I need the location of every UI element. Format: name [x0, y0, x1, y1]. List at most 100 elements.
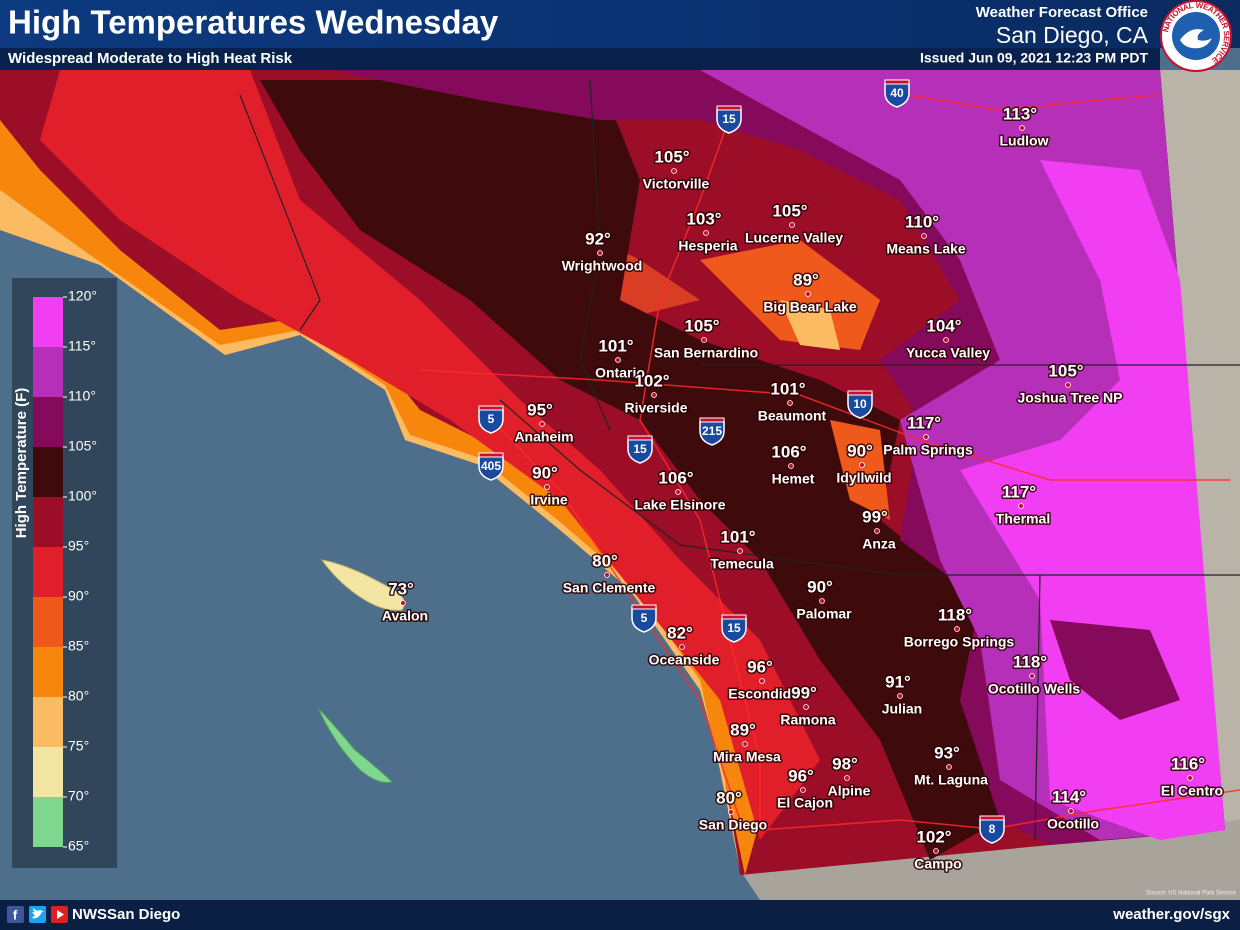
office-label: Weather Forecast Office — [976, 4, 1148, 21]
city-dot — [859, 462, 865, 468]
city-temp: 80° — [716, 788, 742, 807]
city-name: Palomar — [796, 606, 852, 622]
city-name: Palm Springs — [883, 442, 973, 458]
city-name: Avalon — [382, 608, 428, 624]
city-dot — [651, 392, 657, 398]
shield-number: 405 — [481, 459, 501, 473]
city-temp: 117° — [1002, 482, 1036, 501]
city-temp: 89° — [730, 720, 756, 739]
city: 116° El Centro — [1159, 753, 1224, 800]
city-name: Ludlow — [1000, 133, 1049, 149]
issued: Issued Jun 09, 2021 12:23 PM PDT — [920, 50, 1148, 66]
shield-body — [847, 393, 873, 419]
nws-logo: NATIONAL WEATHER SERVICE — [1160, 0, 1232, 72]
road — [896, 92, 1161, 111]
mountain-zone — [780, 300, 840, 350]
city-dot — [1019, 125, 1025, 131]
shield-top — [627, 435, 653, 441]
city: 105° Lucerne Valley — [743, 200, 844, 247]
city-name: Hemet — [772, 471, 815, 487]
city-dot — [1029, 673, 1035, 679]
city-name: Ocotillo — [1047, 816, 1099, 832]
shield-body — [716, 108, 742, 134]
city-dot — [897, 693, 903, 699]
city-dot — [597, 250, 603, 256]
city: 103° Hesperia — [677, 208, 739, 255]
legend-tick-label: 90° — [68, 588, 89, 604]
city: 99° Anza — [861, 506, 898, 553]
footer-url[interactable]: weather.gov/sgx — [1112, 906, 1230, 923]
twitter-glyph — [32, 908, 44, 919]
city-name: Borrego Springs — [904, 634, 1015, 650]
city-temp: 90° — [532, 463, 558, 482]
city-name: Ontario — [595, 365, 645, 381]
logo-bird — [1180, 29, 1212, 49]
city-temp: 116° — [1171, 754, 1205, 773]
legend-band — [33, 647, 63, 697]
city: 101° Beaumont — [756, 378, 828, 425]
city-temp: 114° — [1052, 787, 1086, 806]
footer-handle[interactable]: NWSSan Diego — [72, 906, 180, 923]
legend-tick-label: 80° — [68, 688, 89, 704]
city: 98° Alpine — [826, 753, 872, 800]
city-temp: 98° — [832, 754, 858, 773]
legend-band — [33, 797, 63, 847]
city-name: Means Lake — [886, 241, 966, 257]
city-dot — [539, 421, 545, 427]
city-name: Julian — [882, 701, 922, 717]
city-name: Lucerne Valley — [745, 230, 843, 246]
legend-band — [33, 597, 63, 647]
legend-tick-label: 85° — [68, 638, 89, 654]
facebook-icon[interactable] — [7, 906, 24, 923]
city-dot — [803, 704, 809, 710]
title: High Temperatures Wednesday — [8, 4, 499, 41]
city: 106° Lake Elsinore — [633, 467, 727, 514]
city: 102° Campo — [913, 826, 963, 873]
legend-band — [33, 547, 63, 597]
city-name: Ramona — [780, 712, 835, 728]
city: 118° Ocotillo Wells — [986, 651, 1082, 698]
coastal-zone — [0, 120, 760, 875]
city-dot — [1018, 503, 1024, 509]
city-dot — [703, 230, 709, 236]
city-name: Yucca Valley — [906, 345, 990, 361]
shield-body — [631, 607, 657, 633]
city: 99° Ramona — [779, 682, 837, 729]
island — [317, 707, 394, 783]
mountain-zone — [830, 420, 890, 520]
subtitle: Widespread Moderate to High Heat Risk — [8, 50, 293, 67]
city-dot — [844, 775, 850, 781]
city-name: Campo — [914, 856, 961, 872]
city-temp: 90° — [847, 441, 873, 460]
legend-title: High Temperature (F) — [13, 388, 30, 539]
city: 92° Wrightwood — [560, 228, 644, 275]
city-dot — [921, 233, 927, 239]
city-name: San Diego — [699, 817, 767, 833]
city: 105° Joshua Tree NP — [1016, 360, 1124, 407]
city-dot — [737, 548, 743, 554]
city-temp: 104° — [926, 316, 961, 335]
city-temp: 106° — [658, 468, 693, 487]
road — [639, 118, 761, 830]
city-temp: 113° — [1003, 104, 1037, 123]
city-name: Irvine — [530, 492, 568, 508]
shield-body — [721, 617, 747, 643]
city-dot — [819, 598, 825, 604]
city-dot — [701, 337, 707, 343]
county-line — [499, 399, 1240, 576]
city-name: Alpine — [828, 783, 871, 799]
shield-number: 40 — [890, 86, 904, 100]
city: 102° Riverside — [623, 370, 689, 417]
city: 80° San Clemente — [561, 550, 657, 597]
city-name: Anza — [862, 536, 896, 552]
shield-body — [699, 420, 725, 446]
terrain — [740, 820, 1240, 900]
shield-body — [884, 82, 910, 108]
city-name: El Cajon — [777, 795, 833, 811]
interstate-shield: 15 — [721, 614, 747, 643]
county-line — [239, 94, 321, 331]
city: 101° Temecula — [709, 526, 776, 573]
city-temp: 99° — [791, 683, 817, 702]
city-temp: 117° — [907, 413, 941, 432]
